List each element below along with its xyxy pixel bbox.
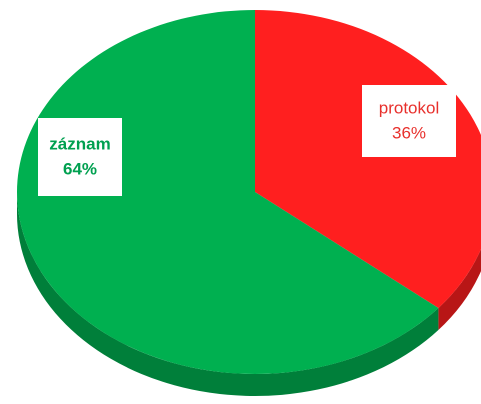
data-label-box <box>362 85 456 157</box>
data-label: protokol 36% <box>362 85 456 157</box>
data-label-box <box>38 118 122 196</box>
data-label-value: 36% <box>392 123 426 142</box>
slice <box>255 10 481 309</box>
data-label-category: protokol <box>379 98 439 117</box>
slice <box>16 10 439 375</box>
data-label-category: záznam <box>49 134 110 153</box>
data-label: záznam 64% <box>38 118 122 196</box>
slice-side <box>438 249 481 331</box>
data-label-value: 64% <box>63 159 97 178</box>
slice-side <box>17 192 439 396</box>
